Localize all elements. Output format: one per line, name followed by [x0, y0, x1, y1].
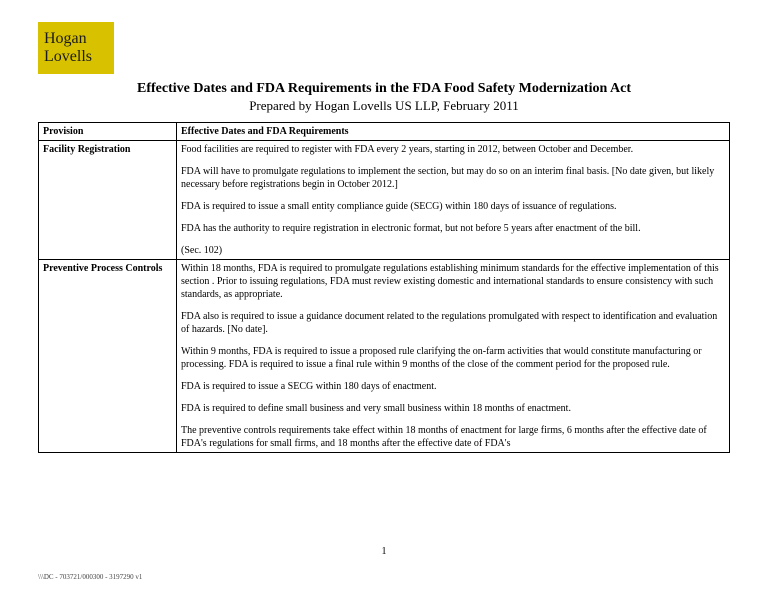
header-requirements: Effective Dates and FDA Requirements — [177, 122, 730, 140]
requirement-paragraph: FDA will have to promulgate regulations … — [181, 165, 725, 191]
requirements-table: Provision Effective Dates and FDA Requir… — [38, 122, 730, 453]
logo-line-1: Hogan — [44, 30, 114, 48]
requirement-paragraph: Within 9 months, FDA is required to issu… — [181, 345, 725, 371]
requirement-paragraph: Food facilities are required to register… — [181, 143, 725, 156]
requirements-cell: Food facilities are required to register… — [177, 140, 730, 259]
table-header-row: Provision Effective Dates and FDA Requir… — [39, 122, 730, 140]
requirement-paragraph: FDA is required to issue a small entity … — [181, 200, 725, 213]
page-number: 1 — [0, 546, 768, 557]
document-id: \\\DC - 703721/000300 - 3197290 v1 — [38, 573, 142, 581]
requirement-paragraph: FDA is required to define small business… — [181, 402, 725, 415]
logo-line-2: Lovells — [44, 48, 114, 66]
provision-cell: Facility Registration — [39, 140, 177, 259]
provision-cell: Preventive Process Controls — [39, 259, 177, 452]
requirements-cell: Within 18 months, FDA is required to pro… — [177, 259, 730, 452]
table-row: Facility Registration Food facilities are… — [39, 140, 730, 259]
requirement-paragraph: FDA also is required to issue a guidance… — [181, 310, 725, 336]
requirement-paragraph: The preventive controls requirements tak… — [181, 424, 725, 450]
requirement-paragraph: FDA is required to issue a SECG within 1… — [181, 380, 725, 393]
document-title: Effective Dates and FDA Requirements in … — [38, 80, 730, 98]
requirement-paragraph: Within 18 months, FDA is required to pro… — [181, 262, 725, 301]
requirement-paragraph: FDA has the authority to require registr… — [181, 222, 725, 235]
header-provision: Provision — [39, 122, 177, 140]
document-subtitle: Prepared by Hogan Lovells US LLP, Februa… — [38, 98, 730, 114]
company-logo: Hogan Lovells — [38, 22, 114, 74]
table-row: Preventive Process ControlsWithin 18 mon… — [39, 259, 730, 452]
title-block: Effective Dates and FDA Requirements in … — [38, 80, 730, 114]
requirement-paragraph: (Sec. 102) — [181, 244, 725, 257]
